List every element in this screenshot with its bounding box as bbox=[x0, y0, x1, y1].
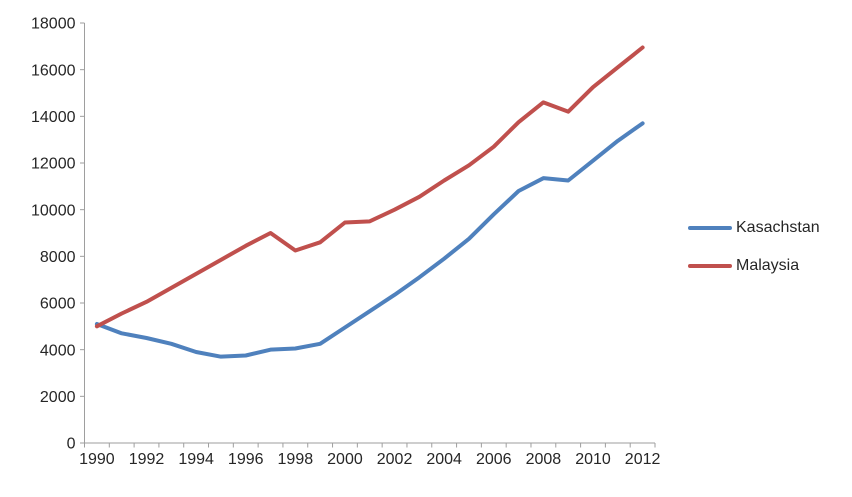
x-axis-tick-label: 1998 bbox=[278, 451, 314, 468]
y-axis-tick-label: 14000 bbox=[31, 109, 76, 126]
y-axis-tick-label: 16000 bbox=[31, 62, 76, 79]
y-axis-tick-label: 0 bbox=[67, 436, 76, 453]
x-axis-tick-label: 1992 bbox=[129, 451, 165, 468]
y-axis-tick-label: 8000 bbox=[40, 249, 76, 266]
x-axis-tick-label: 2004 bbox=[426, 451, 462, 468]
y-axis-tick-label: 18000 bbox=[31, 16, 76, 33]
series-line-malaysia bbox=[94, 45, 645, 329]
legend-label-kasachstan: Kasachstan bbox=[736, 219, 820, 236]
y-axis-tick-label: 10000 bbox=[31, 202, 76, 219]
y-axis-tick-label: 4000 bbox=[40, 342, 76, 359]
legend-swatch-malaysia bbox=[688, 264, 732, 268]
x-axis-tick-label: 1990 bbox=[79, 451, 115, 468]
x-axis-tick-label: 2000 bbox=[327, 451, 363, 468]
x-axis-tick-label: 2002 bbox=[377, 451, 413, 468]
x-axis-tick-label: 2006 bbox=[476, 451, 512, 468]
legend-item-kasachstan: Kasachstan bbox=[688, 218, 820, 238]
legend-swatch-kasachstan bbox=[688, 226, 732, 230]
series-line-kasachstan bbox=[94, 121, 645, 359]
x-axis-tick-label: 2008 bbox=[526, 451, 562, 468]
legend-label-malaysia: Malaysia bbox=[736, 257, 800, 274]
y-axis-tick-label: 2000 bbox=[40, 389, 76, 406]
x-axis-tick-label: 2012 bbox=[625, 451, 661, 468]
x-axis-tick-label: 1994 bbox=[178, 451, 214, 468]
x-axis-tick-label: 1996 bbox=[228, 451, 264, 468]
y-axis-tick-label: 6000 bbox=[40, 296, 76, 313]
y-axis-tick-label: 12000 bbox=[31, 156, 76, 173]
chart-legend: Kasachstan Malaysia bbox=[688, 218, 820, 294]
x-axis-tick-label: 2010 bbox=[575, 451, 611, 468]
legend-item-malaysia: Malaysia bbox=[688, 256, 820, 276]
